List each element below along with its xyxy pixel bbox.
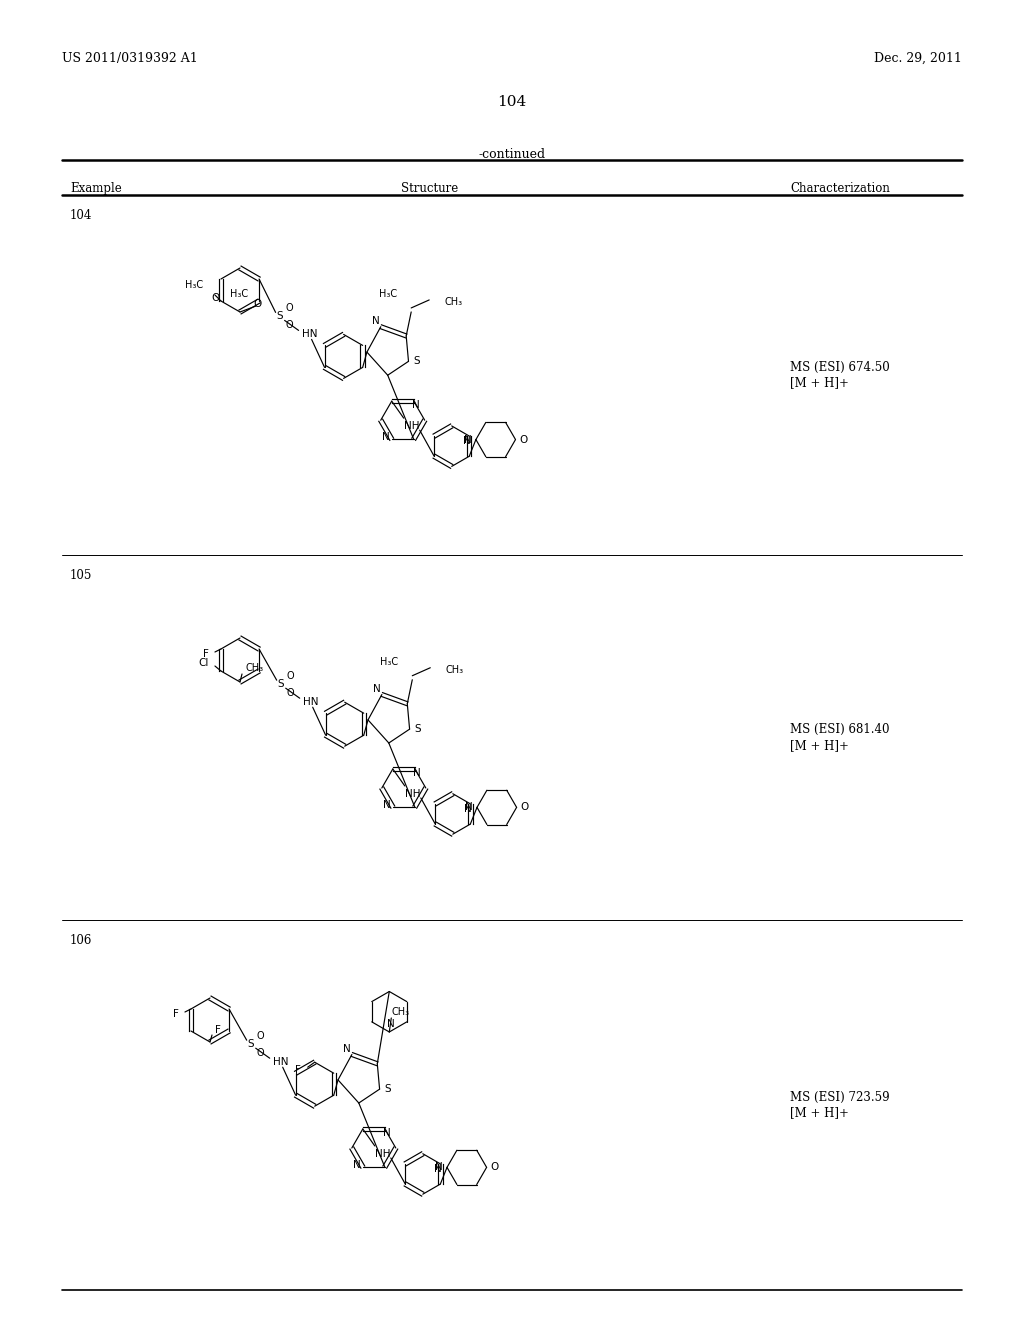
Text: N: N bbox=[343, 1044, 351, 1053]
Text: Dec. 29, 2011: Dec. 29, 2011 bbox=[874, 51, 962, 65]
Text: S: S bbox=[384, 1084, 391, 1094]
Text: N: N bbox=[372, 315, 380, 326]
Text: H₃C: H₃C bbox=[380, 657, 398, 667]
Text: NH: NH bbox=[403, 421, 420, 432]
Text: NH: NH bbox=[406, 789, 421, 799]
Text: N: N bbox=[387, 1019, 395, 1030]
Text: 105: 105 bbox=[70, 569, 92, 582]
Text: N: N bbox=[373, 684, 381, 693]
Text: F: F bbox=[215, 1026, 221, 1035]
Text: N: N bbox=[465, 804, 472, 814]
Text: MS (ESI) 681.40: MS (ESI) 681.40 bbox=[790, 723, 890, 737]
Text: Structure: Structure bbox=[401, 182, 459, 195]
Text: N: N bbox=[383, 800, 391, 810]
Text: MS (ESI) 723.59: MS (ESI) 723.59 bbox=[790, 1090, 890, 1104]
Text: S: S bbox=[415, 725, 421, 734]
Text: N: N bbox=[353, 1160, 360, 1170]
Text: [M + H]+: [M + H]+ bbox=[790, 376, 849, 389]
Text: HN: HN bbox=[302, 330, 317, 339]
Text: -continued: -continued bbox=[478, 148, 546, 161]
Text: F: F bbox=[203, 649, 209, 659]
Text: F: F bbox=[173, 1008, 179, 1019]
Text: US 2011/0319392 A1: US 2011/0319392 A1 bbox=[62, 51, 198, 65]
Text: [M + H]+: [M + H]+ bbox=[790, 739, 849, 752]
Text: H₃C: H₃C bbox=[379, 289, 397, 298]
Text: O: O bbox=[519, 434, 527, 445]
Text: S: S bbox=[248, 1039, 254, 1049]
Text: O: O bbox=[287, 671, 295, 681]
Text: CH₃: CH₃ bbox=[391, 1007, 410, 1016]
Text: O: O bbox=[286, 304, 294, 313]
Text: N: N bbox=[464, 434, 472, 445]
Text: CH₃: CH₃ bbox=[245, 663, 263, 673]
Text: N: N bbox=[465, 803, 473, 812]
Text: O: O bbox=[212, 293, 220, 304]
Text: N: N bbox=[413, 768, 421, 777]
Text: 104: 104 bbox=[498, 95, 526, 110]
Text: O: O bbox=[257, 1031, 264, 1041]
Text: O: O bbox=[257, 1048, 264, 1059]
Text: N: N bbox=[383, 1129, 391, 1138]
Text: O: O bbox=[287, 688, 295, 698]
Text: MS (ESI) 674.50: MS (ESI) 674.50 bbox=[790, 360, 890, 374]
Text: O: O bbox=[490, 1163, 499, 1172]
Text: N: N bbox=[382, 432, 389, 442]
Text: O: O bbox=[254, 300, 262, 309]
Text: 106: 106 bbox=[70, 935, 92, 946]
Text: [M + H]+: [M + H]+ bbox=[790, 1106, 849, 1119]
Text: H₃C: H₃C bbox=[229, 289, 248, 300]
Text: CH₃: CH₃ bbox=[444, 297, 462, 308]
Text: Example: Example bbox=[70, 182, 122, 195]
Text: N: N bbox=[464, 436, 471, 446]
Text: S: S bbox=[414, 356, 420, 367]
Text: HN: HN bbox=[272, 1057, 288, 1067]
Text: N: N bbox=[435, 1163, 443, 1172]
Text: Characterization: Characterization bbox=[790, 182, 890, 195]
Text: O: O bbox=[520, 803, 528, 812]
Text: F: F bbox=[295, 1065, 301, 1076]
Text: N: N bbox=[412, 400, 420, 411]
Text: Cl: Cl bbox=[199, 657, 209, 668]
Text: S: S bbox=[278, 680, 284, 689]
Text: CH₃: CH₃ bbox=[445, 665, 464, 675]
Text: N: N bbox=[434, 1164, 442, 1173]
Text: NH: NH bbox=[375, 1148, 390, 1159]
Text: O: O bbox=[286, 321, 294, 330]
Text: 104: 104 bbox=[70, 209, 92, 222]
Text: HN: HN bbox=[303, 697, 318, 708]
Text: S: S bbox=[276, 312, 283, 321]
Text: H₃C: H₃C bbox=[184, 280, 203, 290]
